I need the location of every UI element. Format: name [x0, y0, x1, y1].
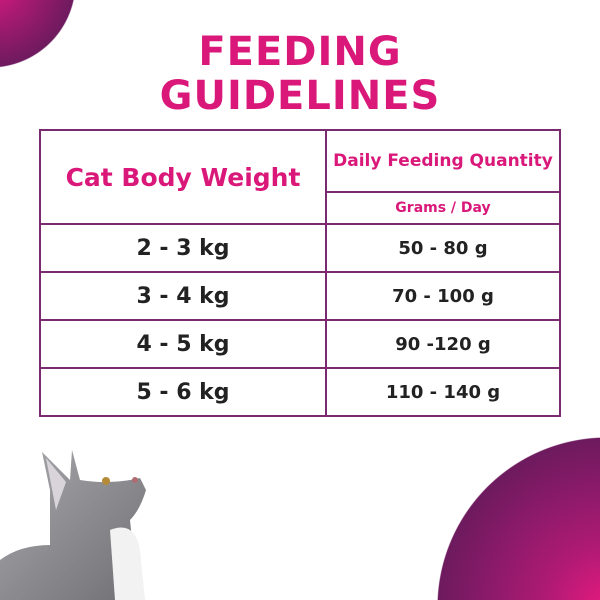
- table-row: 3 - 4 kg 70 - 100 g: [39, 271, 561, 321]
- quantity-cell: 110 - 140 g: [325, 367, 561, 417]
- decorative-circle-bottom-right: [437, 437, 600, 600]
- header-quantity: Daily Feeding Quantity: [325, 129, 561, 193]
- title-line-2: GUIDELINES: [159, 73, 441, 119]
- weight-cell: 3 - 4 kg: [39, 271, 327, 321]
- header-weight: Cat Body Weight: [39, 129, 327, 225]
- weight-cell: 5 - 6 kg: [39, 367, 327, 417]
- quantity-cell: 90 -120 g: [325, 319, 561, 369]
- table-row: 5 - 6 kg 110 - 140 g: [39, 367, 561, 417]
- table-row: 2 - 3 kg 50 - 80 g: [39, 223, 561, 273]
- title-line-1: FEEDING: [198, 29, 402, 75]
- decorative-circle-top-left: [0, 0, 80, 70]
- weight-cell: 4 - 5 kg: [39, 319, 327, 369]
- page-title: FEEDING GUIDELINES: [0, 30, 600, 118]
- table-row: 4 - 5 kg 90 -120 g: [39, 319, 561, 369]
- quantity-cell: 70 - 100 g: [325, 271, 561, 321]
- header-unit: Grams / Day: [325, 191, 561, 225]
- kitten-image: [0, 450, 146, 600]
- quantity-cell: 50 - 80 g: [325, 223, 561, 273]
- feeding-table: Cat Body Weight Daily Feeding Quantity G…: [39, 129, 561, 417]
- weight-cell: 2 - 3 kg: [39, 223, 327, 273]
